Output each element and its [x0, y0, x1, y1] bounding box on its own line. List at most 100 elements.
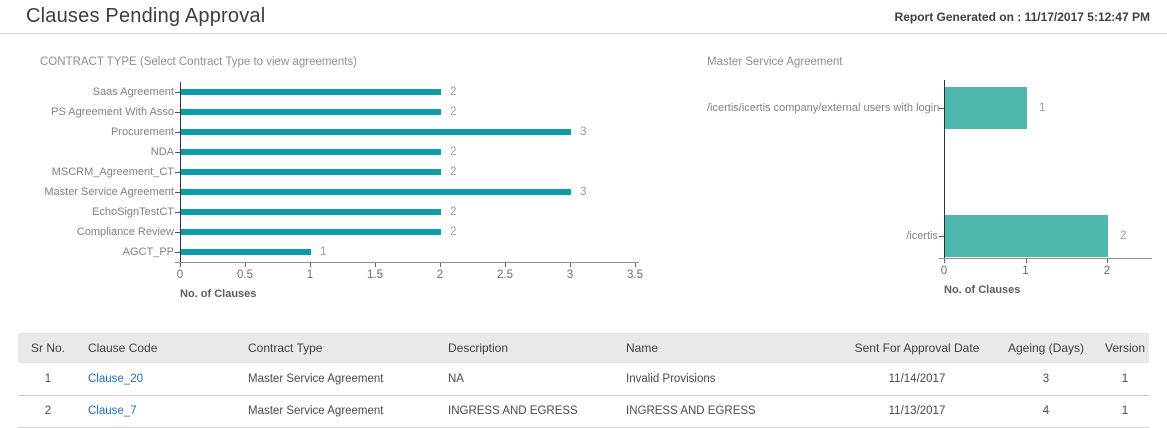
bar-agct-pp[interactable]: [181, 249, 311, 255]
axis-tick: [310, 263, 311, 267]
cell: NA: [448, 372, 464, 385]
cell: Clause_20: [78, 363, 238, 395]
axis-tick: [635, 263, 636, 267]
bar--icertis[interactable]: [945, 215, 1108, 257]
axis-tick-label: 3: [566, 269, 574, 281]
value-label: 3: [580, 126, 587, 138]
axis-tick: [245, 263, 246, 267]
chart-title: CONTRACT TYPE (Select Contract Type to v…: [40, 56, 358, 68]
x-axis-title: No. of Clauses: [944, 284, 1021, 296]
column-header-name: Name: [626, 341, 659, 355]
category-label: /icertis/icertis company/external users …: [707, 102, 940, 114]
table-row: 1 Clause_20 Master Service Agreement NA Inva…: [18, 363, 1149, 395]
x-axis-line: [939, 258, 1152, 259]
category-label: NDA: [150, 146, 174, 158]
axis-tick: [180, 263, 181, 267]
axis-tick-label: 1: [306, 269, 314, 281]
column-header-clause-code: Clause Code: [88, 341, 158, 355]
cell: 1: [44, 372, 52, 385]
category-tick: [175, 212, 180, 213]
bar-nda[interactable]: [181, 149, 441, 155]
category-label: EchoSignTestCT: [92, 206, 174, 218]
bar-compliance-review[interactable]: [181, 229, 441, 235]
x-axis-line: [175, 262, 639, 263]
chart-title: Master Service Agreement: [707, 56, 843, 68]
category-label: Master Service Agreement: [44, 186, 174, 198]
cell: 11/14/2017: [888, 372, 946, 385]
page-title: Clauses Pending Approval: [26, 5, 266, 27]
cell: Clause_7: [78, 395, 238, 427]
bar-ps-agreement-with-asso[interactable]: [181, 109, 441, 115]
contract-type-chart: CONTRACT TYPE (Select Contract Type to v…: [40, 55, 680, 310]
category-label: Procurement: [111, 126, 174, 138]
msa-plot-area: /icertis/icertis company/external users …: [707, 80, 1167, 296]
x-axis-title: No. of Clauses: [180, 288, 257, 300]
category-label: PS Agreement With Asso: [51, 106, 174, 118]
category-tick: [175, 92, 180, 93]
bar--icertis-icertis-company-external-users-with-login[interactable]: [945, 87, 1027, 129]
column-header-sent-for-approval-date: Sent For Approval Date: [854, 341, 980, 355]
axis-tick: [1107, 259, 1108, 263]
axis-tick-label: 0.5: [237, 269, 253, 281]
axis-tick-label: 1: [1022, 265, 1029, 277]
table-row: 2 Clause_7 Master Service Agreement INGRESS…: [18, 395, 1149, 427]
clause-link[interactable]: Clause_20: [88, 372, 143, 385]
axis-tick-label: 0: [176, 269, 184, 281]
category-label: Compliance Review: [76, 226, 174, 238]
report-generated-timestamp: Report Generated on : 11/17/2017 5:12:47…: [894, 10, 1150, 24]
value-label: 2: [1120, 230, 1127, 242]
axis-tick-label: 0: [940, 265, 948, 277]
category-tick: [175, 192, 180, 193]
bar-procurement[interactable]: [181, 129, 571, 135]
clauses-table-container: Sr No. Clause Code Contract Type Descriptio…: [18, 333, 1149, 428]
clauses-table: Sr No. Clause Code Contract Type Descriptio…: [18, 333, 1149, 428]
axis-tick-label: 2: [1103, 265, 1111, 277]
axis-tick: [944, 259, 945, 263]
column-header-version: Version: [1104, 341, 1146, 355]
value-label: 2: [450, 86, 457, 98]
value-label: 2: [450, 166, 457, 178]
report-header: Clauses Pending Approval Report Generate…: [0, 0, 1167, 34]
value-label: 3: [580, 186, 587, 198]
value-label: 1: [1039, 102, 1046, 114]
bar-mscrm-agreement-ct[interactable]: [181, 169, 441, 175]
category-tick: [175, 112, 180, 113]
y-axis-line: [944, 80, 945, 258]
contract-type-plot-area: Saas Agreement 2 PS Agreement With Asso 2 Pr…: [40, 82, 680, 300]
value-label: 2: [450, 146, 457, 158]
table-header-row: Sr No. Clause Code Contract Type Descriptio…: [18, 333, 1149, 363]
bar-master-service-agreement[interactable]: [181, 189, 571, 195]
cell: 1: [1121, 405, 1129, 417]
value-label: 2: [450, 226, 457, 238]
category-label: /icertis: [906, 230, 938, 242]
cell: 3: [1042, 372, 1050, 385]
axis-tick: [570, 263, 571, 267]
cell: 2: [44, 405, 52, 417]
category-tick: [175, 232, 180, 233]
bar-saas-agreement[interactable]: [181, 89, 441, 95]
category-label: AGCT_PP: [122, 246, 174, 258]
bar-echosigntestct[interactable]: [181, 209, 441, 215]
cell: 11/13/2017: [888, 405, 946, 417]
cell: Invalid Provisions: [626, 372, 716, 385]
master-service-agreement-chart: Master Service Agreement /icertis/icerti…: [707, 55, 1167, 310]
value-label: 2: [450, 206, 457, 218]
category-tick: [175, 172, 180, 173]
cell: Master Service Agreement: [248, 405, 384, 417]
category-label: Saas Agreement: [92, 86, 174, 98]
value-label: 2: [450, 106, 457, 118]
y-axis-line: [180, 82, 181, 262]
axis-tick: [440, 263, 441, 267]
axis-tick-label: 2.5: [497, 269, 513, 281]
category-tick: [939, 108, 944, 109]
axis-tick-label: 1.5: [367, 269, 383, 281]
clause-link[interactable]: Clause_7: [88, 405, 137, 417]
axis-tick: [505, 263, 506, 267]
axis-tick-label: 2: [436, 269, 444, 281]
column-header-ageing-days-: Ageing (Days): [1007, 341, 1085, 355]
category-tick: [175, 132, 180, 133]
cell: 1: [1121, 372, 1129, 385]
axis-tick: [1025, 259, 1027, 263]
column-header-contract-type: Contract Type: [248, 341, 323, 355]
